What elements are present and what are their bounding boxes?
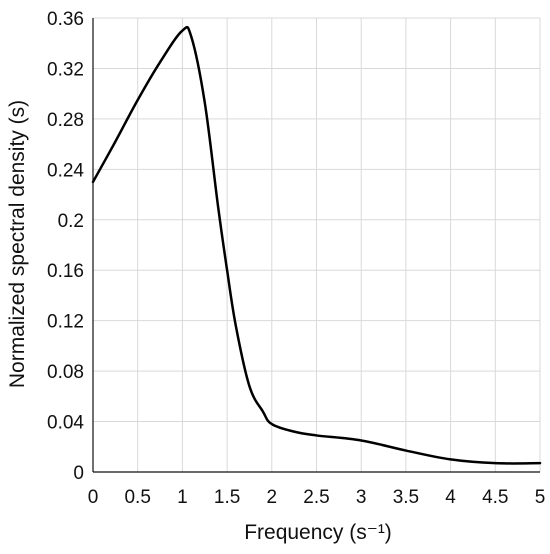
grid-layer [93, 17, 541, 472]
x-tick-label: 3.5 [393, 487, 419, 508]
y-tick-label: 0.28 [47, 110, 84, 131]
y-tick-label: 0 [73, 463, 84, 484]
x-tick-label: 5 [535, 487, 546, 508]
y-tick-label: 0.08 [47, 362, 84, 383]
y-tick-label: 0.36 [47, 9, 84, 30]
x-tick-label: 2.5 [303, 487, 329, 508]
spectral-density-line [91, 25, 542, 465]
tick-layer: 0 0.5 1 1.5 2 2.5 3 3.5 4 4.5 5 0 0.04 0.08 0.12 0.16 0.… [47, 9, 545, 508]
x-tick-label: 2 [267, 487, 278, 508]
x-tick-label: 4.5 [482, 487, 508, 508]
x-tick-label: 0 [88, 487, 99, 508]
x-tick-label: 1.5 [214, 487, 240, 508]
y-tick-label: 0.32 [47, 59, 84, 80]
y-axis-title: Normalized spectral density (s) [6, 100, 29, 388]
x-axis-title: Frequency (s⁻¹) [244, 521, 392, 544]
x-tick-label: 4 [445, 487, 456, 508]
y-tick-label: 0.12 [47, 312, 84, 333]
series-layer [91, 25, 542, 465]
y-tick-label: 0.04 [47, 413, 84, 434]
axis-layer [92, 18, 540, 473]
y-tick-label: 0.16 [47, 261, 84, 282]
x-tick-label: 1 [177, 487, 188, 508]
x-tick-label: 0.5 [124, 487, 150, 508]
y-tick-label: 0.2 [58, 211, 84, 232]
y-tick-label: 0.24 [47, 160, 84, 181]
x-tick-label: 3 [356, 487, 367, 508]
